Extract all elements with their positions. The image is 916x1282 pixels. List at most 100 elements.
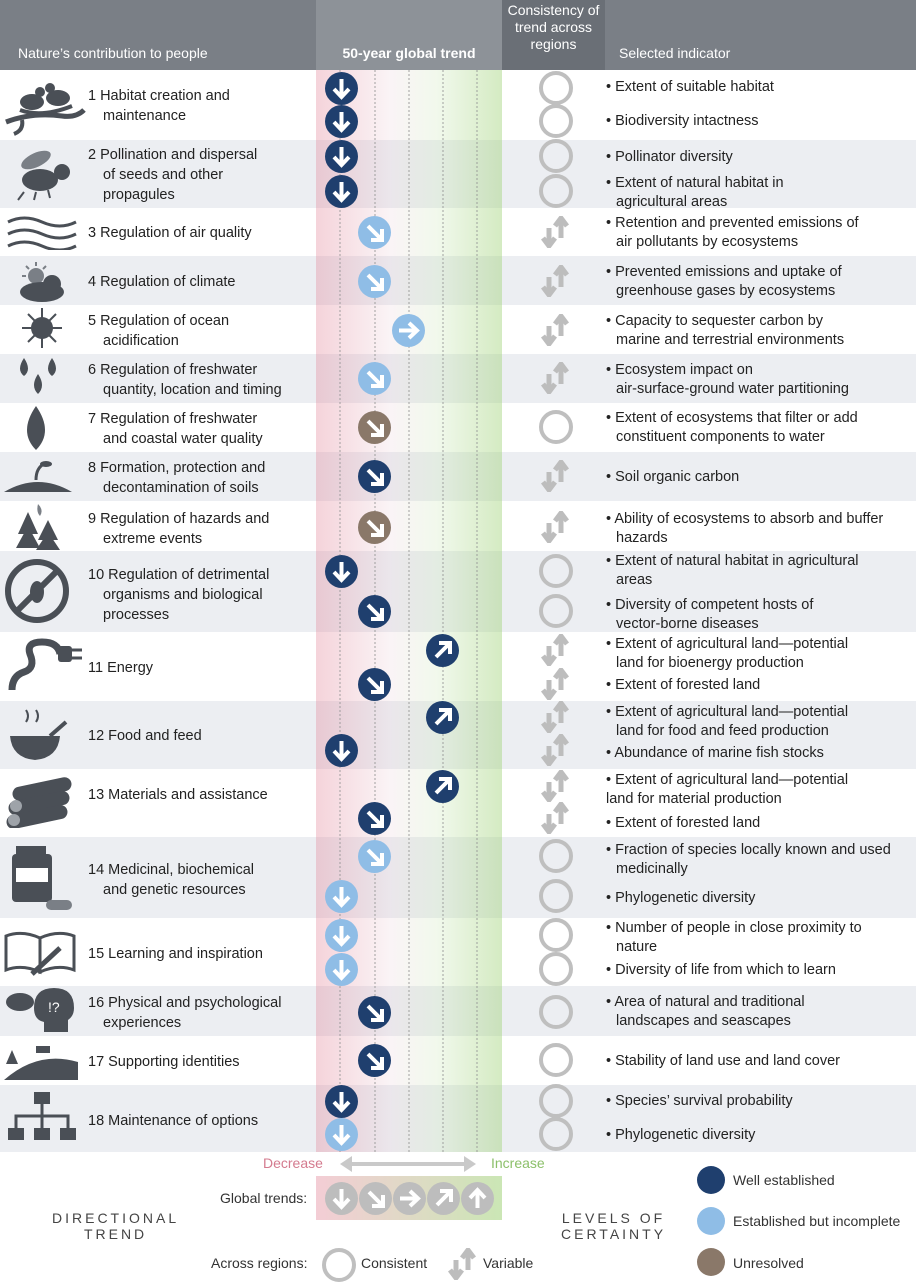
consistent-circle: [539, 139, 573, 173]
indicator-text: • Prevented emissions and uptake of green…: [606, 264, 842, 299]
variable-arrows-icon: [541, 511, 569, 543]
trend-arrow-downright: [357, 839, 391, 873]
trend-guide-line: [339, 70, 341, 1152]
open-book-icon: [4, 931, 76, 976]
header-consistency-label: Consistency of trend across regions: [507, 2, 600, 52]
service-name: 4 Regulation of climate: [88, 274, 236, 290]
consistent-circle: [539, 1084, 573, 1118]
variable-arrows-icon: [541, 314, 569, 346]
air-waves-icon: [7, 216, 77, 250]
variable-arrows-icon: [541, 460, 569, 492]
indicator-text: • Soil organic carbon: [606, 469, 740, 485]
service-number: 17: [88, 1054, 105, 1070]
service-number: 4: [88, 274, 97, 290]
food-bowl-icon: [10, 709, 68, 760]
variable-arrows-icon: [541, 734, 569, 766]
legend-variable-arrows-icon: [448, 1248, 476, 1280]
legend-arrow-upright: [426, 1181, 460, 1215]
service-name: 8 Formation, protection and decontaminatio…: [88, 460, 266, 496]
table-row: [0, 305, 916, 354]
trend-arrow-down: [324, 879, 358, 913]
service-number: 1: [88, 88, 97, 104]
indicator-text: • Extent of suitable habitat: [606, 79, 774, 95]
consistent-circle: [539, 71, 573, 105]
trend-arrow-downright: [357, 510, 391, 544]
consistent-circle: [539, 1043, 573, 1077]
trend-arrow-right: [391, 313, 425, 347]
service-name: 5 Regulation of ocean acidification: [88, 313, 230, 349]
legend-established-incomplete-dot: [697, 1207, 725, 1235]
consistent-circle: [539, 952, 573, 986]
table-row: [0, 501, 916, 551]
indicator-text: • Extent of natural habitat in agricultur…: [606, 175, 784, 210]
indicator-text: • Stability of land use and land cover: [606, 1053, 841, 1069]
table-row: [0, 1036, 916, 1085]
service-number: 10: [88, 567, 105, 583]
soil-sprout-icon: [4, 461, 72, 492]
service-name: 10 Regulation of detrimental organisms and…: [88, 567, 270, 623]
table-row: [0, 354, 916, 403]
legend-arrow-right: [392, 1181, 426, 1215]
trend-arrow-downright: [357, 264, 391, 298]
legend-arrow-down: [324, 1181, 358, 1215]
indicator-text: • Diversity of competent hosts of vector-…: [606, 597, 814, 632]
legend-well-established-label: Well established: [733, 1172, 835, 1188]
indicator-text: • Extent of forested land: [606, 815, 761, 831]
trend-arrow-downright: [357, 410, 391, 444]
service-name: 7 Regulation of freshwater and coastal wat…: [88, 411, 263, 447]
indicator-text: • Area of natural and traditional landsca…: [606, 994, 805, 1029]
table-row: [0, 632, 916, 701]
table-row: [0, 403, 916, 452]
service-name: 3 Regulation of air quality: [88, 225, 252, 241]
service-name: 1 Habitat creation and maintenance: [88, 88, 230, 124]
hierarchy-icon: [8, 1092, 76, 1140]
service-name: 18 Maintenance of options: [88, 1113, 259, 1129]
legend-decrease-label: Decrease: [263, 1155, 323, 1171]
consistent-circle: [539, 839, 573, 873]
consistent-circle: [539, 879, 573, 913]
legend-established-incomplete-label: Established but incomplete: [733, 1213, 901, 1229]
service-number: 6: [88, 362, 97, 378]
trend-arrow-down: [324, 554, 358, 588]
trend-arrow-downright: [357, 995, 391, 1029]
water-drops-icon: [20, 358, 56, 394]
bee-icon: [17, 150, 70, 201]
trend-arrow-upright: [425, 633, 459, 667]
service-number: 2: [88, 147, 97, 163]
table-row: [0, 208, 916, 256]
service-name: 14 Medicinal, biochemical and genetic reso…: [88, 862, 255, 898]
variable-arrows-icon: [541, 634, 569, 666]
trend-arrow-down: [324, 1084, 358, 1118]
header-consistency-cell: [502, 0, 605, 70]
trend-guide-line: [476, 70, 478, 1152]
trend-arrow-downright: [357, 361, 391, 395]
decrease-increase-arrow: [340, 1156, 476, 1172]
table-row: [0, 452, 916, 501]
head-thought-icon: !?: [6, 988, 74, 1032]
legend-arrow-downright: [358, 1181, 392, 1215]
trend-arrow-down: [324, 733, 358, 767]
service-number: 13: [88, 787, 105, 803]
legend-consistent-label: Consistent: [361, 1255, 428, 1271]
trend-guide-line: [408, 70, 410, 1152]
legend-unresolved-dot: [697, 1248, 725, 1276]
consistent-circle: [539, 995, 573, 1029]
indicator-text: • Diversity of life from which to learn: [606, 962, 836, 978]
indicator-text: • Capacity to sequester carbon by marine …: [606, 313, 845, 348]
indicator-text: • Pollinator diversity: [606, 149, 733, 165]
header-trend-cell: [316, 0, 502, 70]
table-row: [0, 986, 916, 1036]
service-name: 15 Learning and inspiration: [88, 946, 263, 962]
birds-nest-icon: [5, 83, 86, 136]
service-name: 9 Regulation of hazards and extreme events: [88, 511, 270, 547]
consistent-circle: [539, 594, 573, 628]
indicator-text: • Phylogenetic diversity: [606, 1127, 756, 1143]
consistent-circle: [539, 918, 573, 952]
legend-arrow-up: [460, 1181, 494, 1215]
power-plug-icon: [8, 638, 82, 691]
table-row: [0, 918, 916, 986]
trend-arrow-down: [324, 71, 358, 105]
header-ncp-label: Nature’s contribution to people: [18, 45, 208, 61]
indicator-text: • Extent of natural habitat in agricultu…: [606, 553, 859, 588]
indicator-text: • Extent of ecosystems that filter or ad…: [606, 410, 858, 445]
